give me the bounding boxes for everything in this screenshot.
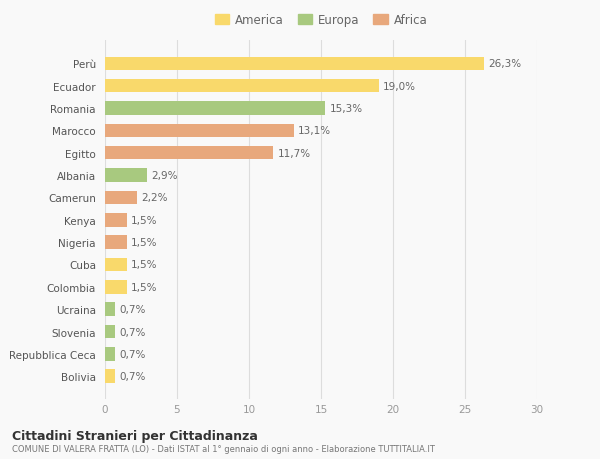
Bar (105, 369, 115, 383)
Bar (105, 147, 274, 160)
Bar (105, 213, 127, 227)
Text: 0,7%: 0,7% (119, 371, 146, 381)
Text: 19,0%: 19,0% (383, 82, 416, 91)
Text: 0,7%: 0,7% (119, 327, 146, 337)
Bar (105, 191, 137, 205)
Text: 2,9%: 2,9% (151, 171, 178, 181)
Text: COMUNE DI VALERA FRATTA (LO) - Dati ISTAT al 1° gennaio di ogni anno - Elaborazi: COMUNE DI VALERA FRATTA (LO) - Dati ISTA… (12, 444, 435, 453)
Text: 0,7%: 0,7% (119, 349, 146, 359)
Bar (105, 102, 325, 116)
Bar (105, 169, 147, 182)
Bar (105, 347, 115, 361)
Bar (105, 80, 379, 93)
Text: 1,5%: 1,5% (131, 260, 157, 270)
Bar (105, 325, 115, 338)
Bar (105, 258, 127, 272)
Text: 1,5%: 1,5% (131, 215, 157, 225)
Bar (105, 236, 127, 249)
Text: 2,2%: 2,2% (141, 193, 167, 203)
Text: 0,7%: 0,7% (119, 304, 146, 314)
Legend: America, Europa, Africa: America, Europa, Africa (210, 10, 432, 32)
Text: Cittadini Stranieri per Cittadinanza: Cittadini Stranieri per Cittadinanza (12, 429, 258, 442)
Text: 13,1%: 13,1% (298, 126, 331, 136)
Text: 1,5%: 1,5% (131, 238, 157, 247)
Text: 15,3%: 15,3% (329, 104, 363, 114)
Text: 1,5%: 1,5% (131, 282, 157, 292)
Text: 11,7%: 11,7% (278, 148, 311, 158)
Bar (105, 303, 115, 316)
Bar (105, 280, 127, 294)
Bar (105, 124, 293, 138)
Text: 26,3%: 26,3% (488, 59, 521, 69)
Bar (105, 57, 484, 71)
